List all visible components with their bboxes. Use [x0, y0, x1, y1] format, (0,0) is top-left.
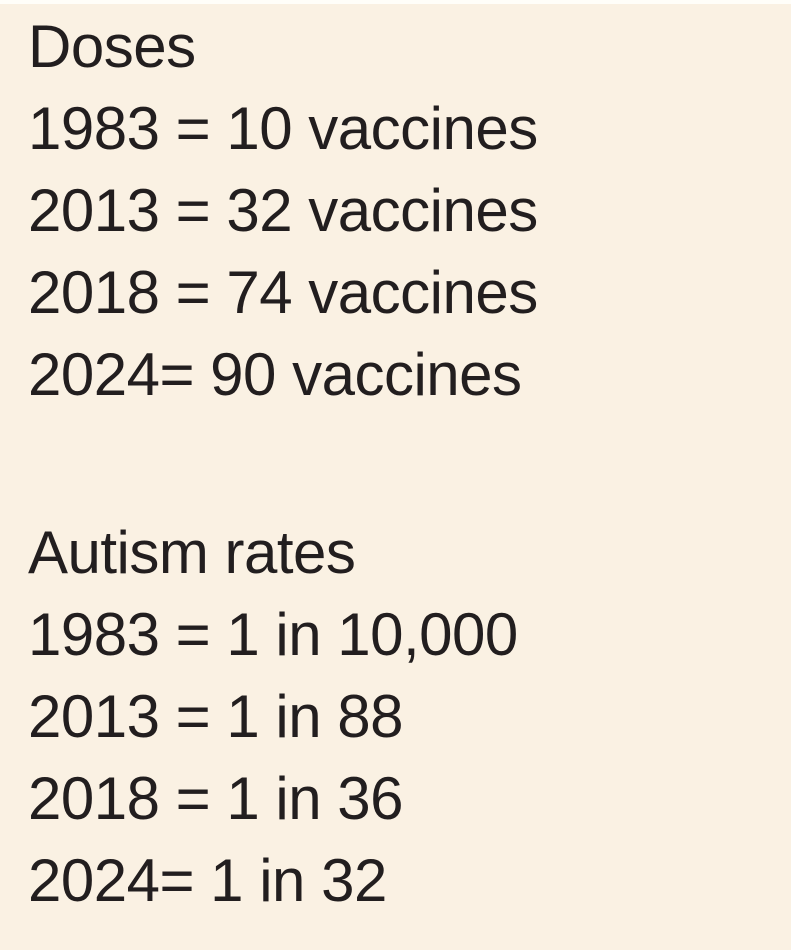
autism-line-2018: 2018 = 1 in 36 — [28, 765, 404, 832]
autism-line-2013: 2013 = 1 in 88 — [28, 683, 404, 750]
autism-rates-section-title: Autism rates — [28, 519, 356, 586]
doses-line-2013: 2013 = 32 vaccines — [28, 177, 538, 244]
doses-line-1983: 1983 = 10 vaccines — [28, 95, 538, 162]
text-image-page: Doses 1983 = 10 vaccines 2013 = 32 vacci… — [28, 6, 771, 922]
doses-line-2024: 2024= 90 vaccines — [28, 341, 522, 408]
autism-line-1983: 1983 = 1 in 10,000 — [28, 601, 518, 668]
autism-line-2024: 2024= 1 in 32 — [28, 847, 387, 914]
top-edge-strip — [0, 0, 791, 4]
autism-rates-section: Autism rates 1983 = 1 in 10,000 2013 = 1… — [28, 512, 771, 922]
doses-section-title: Doses — [28, 13, 196, 80]
doses-line-2018: 2018 = 74 vaccines — [28, 259, 538, 326]
doses-section: Doses 1983 = 10 vaccines 2013 = 32 vacci… — [28, 6, 771, 416]
